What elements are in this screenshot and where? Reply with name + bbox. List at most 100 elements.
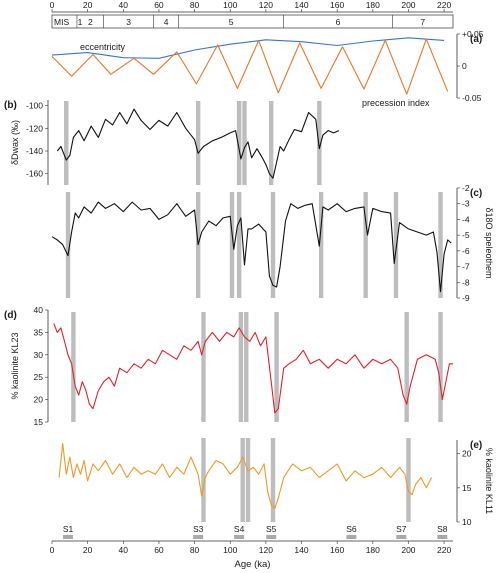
bottom-age-tick-label: 140 xyxy=(294,545,308,555)
top-age-tick-label: 80 xyxy=(190,0,200,10)
mis-stage-label: 4 xyxy=(164,17,169,27)
panel-c-y-tick-label: -2 xyxy=(462,183,470,193)
panel-d-y-tick-label: 40 xyxy=(34,305,44,315)
panel-e-y-tick-label: 20 xyxy=(462,449,472,459)
panel-e-y-axis-label: % kaolinite KL11 xyxy=(484,448,494,514)
bottom-age-tick-label: 120 xyxy=(259,545,273,555)
gray-event-bar xyxy=(201,438,206,522)
panel-c-y-tick-label: -7 xyxy=(462,262,470,272)
bottom-age-tick-label: 40 xyxy=(119,545,129,555)
panel-a-y-tick-label: 0 xyxy=(462,61,467,71)
panel-d-y-tick-label: 30 xyxy=(34,350,44,360)
gray-event-bar xyxy=(363,192,368,298)
gray-event-bar xyxy=(65,192,71,298)
series-b-line xyxy=(56,108,340,179)
panel-d-y-tick-label: 15 xyxy=(34,417,44,427)
bottom-age-tick-label: 200 xyxy=(401,545,415,555)
top-age-tick-label: 20 xyxy=(83,0,93,10)
panel-d-y-axis-label: % kaolinite KL23 xyxy=(10,332,20,399)
gray-event-bar xyxy=(318,192,324,298)
gray-event-bar xyxy=(245,438,251,522)
panel-c-y-tick-label: -9 xyxy=(462,293,470,303)
mis-stage-label: 5 xyxy=(229,17,234,27)
gray-event-bar xyxy=(201,312,206,422)
top-age-tick-label: 60 xyxy=(154,0,164,10)
mis-stage-label: 1 xyxy=(78,17,83,27)
gray-event-bar xyxy=(242,101,247,185)
gray-event-bar xyxy=(270,192,276,298)
bottom-age-tick-label: 0 xyxy=(50,545,55,555)
panel-c-label: (c) xyxy=(470,188,482,199)
panel-e-y-tick-label: 15 xyxy=(462,483,472,493)
marker-S1-bar xyxy=(63,535,74,539)
mis-row-box xyxy=(51,14,454,29)
bottom-age-tick-label: 80 xyxy=(190,545,200,555)
bottom-age-tick-label: 160 xyxy=(330,545,344,555)
marker-S4-label: S4 xyxy=(234,524,245,534)
gray-event-bar xyxy=(71,312,76,422)
gray-event-bar xyxy=(244,312,249,422)
panel-e-y-tick-label: 10 xyxy=(462,517,472,527)
age-axis-title: Age (ka) xyxy=(235,559,271,570)
panel-c-y-tick-label: -5 xyxy=(462,230,470,240)
panel-c-y-tick-label: -3 xyxy=(462,199,470,209)
bottom-age-tick-label: 180 xyxy=(366,545,380,555)
panel-c-y-axis-label: δ18O speleothem xyxy=(484,207,494,278)
panel-c-y-tick-label: -4 xyxy=(462,214,470,224)
panel-a-y-tick-label: -0.05 xyxy=(462,93,482,103)
gray-event-bar xyxy=(195,101,201,185)
bottom-age-tick-label: 20 xyxy=(83,545,93,555)
marker-S1-label: S1 xyxy=(63,524,74,534)
mis-stage-label: 6 xyxy=(336,17,341,27)
panel-b-y-tick-label: -140 xyxy=(26,146,43,156)
bottom-age-tick-label: 220 xyxy=(437,545,451,555)
panel-a-label: (a) xyxy=(470,34,482,45)
top-age-tick-label: 160 xyxy=(330,0,344,10)
panel-b-y-tick-label: -120 xyxy=(26,123,43,133)
mis-stage-label: 3 xyxy=(126,17,131,27)
gray-event-bar xyxy=(404,312,409,422)
precession-series-label: precession index xyxy=(362,98,430,108)
marker-S5-label: S5 xyxy=(266,524,277,534)
panel-b-y-tick-label: -100 xyxy=(26,101,43,111)
top-age-tick-label: 40 xyxy=(119,0,129,10)
series-c-line xyxy=(51,201,452,293)
series-layer xyxy=(51,37,453,509)
marker-S8-bar xyxy=(437,535,448,539)
gray-event-bar xyxy=(229,192,235,298)
gray-event-bar xyxy=(240,438,245,522)
top-age-tick-label: 200 xyxy=(401,0,415,10)
panel-d-y-tick-label: 35 xyxy=(34,327,44,337)
bottom-age-tick-label: 100 xyxy=(223,545,237,555)
gray-event-bar xyxy=(236,192,242,298)
bottom-age-tick-label: 60 xyxy=(154,545,164,555)
marker-S5-bar xyxy=(266,535,277,539)
panel-c-y-tick-label: -6 xyxy=(462,246,470,256)
marker-S7-label: S7 xyxy=(396,524,407,534)
series-precession-index-line xyxy=(51,38,449,95)
gray-event-bar xyxy=(64,101,69,185)
gray-bars-layer xyxy=(63,101,448,539)
marker-S6-label: S6 xyxy=(346,524,357,534)
gray-event-bar xyxy=(274,312,279,422)
panel-b-y-axis-label: δDwax (‰) xyxy=(10,120,20,165)
series-d-line xyxy=(53,323,453,414)
marker-S7-bar xyxy=(396,535,407,539)
marker-S6-bar xyxy=(346,535,357,539)
gray-event-bar xyxy=(393,192,399,298)
panel-c-y-tick-label: -8 xyxy=(462,277,470,287)
marker-S3-label: S3 xyxy=(193,524,204,534)
gray-event-bar xyxy=(269,101,274,185)
panel-d-y-tick-label: 25 xyxy=(34,372,44,382)
axes-layer xyxy=(45,9,460,544)
top-age-tick-label: 140 xyxy=(294,0,308,10)
series-eccentricity-line xyxy=(51,37,445,59)
gray-event-bar xyxy=(438,312,443,422)
panel-d-label: (d) xyxy=(4,310,17,321)
mis-label: MIS xyxy=(54,17,69,27)
top-age-tick-label: 220 xyxy=(437,0,451,10)
panel-d-y-tick-label: 20 xyxy=(34,395,44,405)
panel-e-label: (e) xyxy=(470,440,482,451)
